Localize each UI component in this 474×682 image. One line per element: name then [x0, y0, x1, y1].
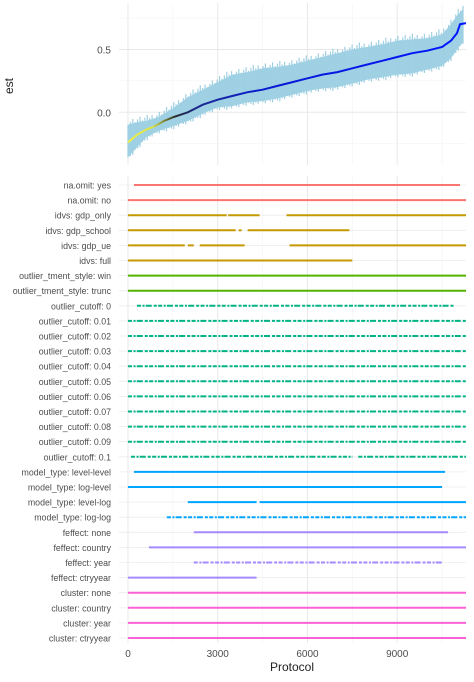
specification-row-label: outlier_cutoff: 0.05	[39, 377, 111, 387]
estimate-y-axis: 0.0 0.5	[97, 45, 111, 119]
specification-row-label: cluster: none	[61, 588, 111, 598]
specification-row-label: outlier_cutoff: 0.03	[39, 347, 111, 357]
specification-row-label: outlier_cutoff: 0.1	[44, 452, 111, 462]
estimate-y-axis-label: est	[2, 77, 16, 94]
specification-row-label: na.omit: yes	[64, 181, 112, 191]
specification-row-label: outlier_tment_style: win	[19, 271, 111, 281]
specification-row-label: idvs: full	[79, 256, 111, 266]
specification-row-label: feffect: none	[63, 528, 111, 538]
protocol-x-tick-label: 9000	[386, 649, 409, 660]
specification-row-label: feffect: year	[65, 558, 111, 568]
estimate-panel-marks	[127, 5, 467, 158]
specification-row-label: outlier_cutoff: 0.04	[39, 362, 111, 372]
estimate-panel: 0.0 0.5 est	[2, 3, 467, 165]
protocol-x-tick-label: 0	[125, 649, 131, 660]
specification-row-label: outlier_cutoff: 0.08	[39, 422, 111, 432]
specification-row-label: feffect: ctryyear	[51, 573, 111, 583]
specification-row-label: model_type: log-level	[28, 483, 111, 493]
specification-panel: na.omit: yes na.omit: no idvs: gdp_onlyidv…	[13, 176, 466, 674]
specification-row-label: outlier_cutoff: 0.06	[39, 392, 111, 402]
specification-row-label: outlier_cutoff: 0	[51, 301, 111, 311]
specification-row-label: outlier_cutoff: 0.01	[39, 316, 111, 326]
specification-row-label: na.omit: no	[67, 196, 111, 206]
protocol-x-axis-label: Protocol	[270, 660, 314, 674]
confidence-band	[128, 9, 463, 158]
estimate-y-tick-label: 0.5	[97, 45, 111, 56]
protocol-x-axis: 0 3000 6000 9000	[125, 649, 409, 660]
estimate-line	[127, 22, 467, 144]
specification-row-label: cluster: country	[51, 603, 111, 613]
specification-row-label: feffect: country	[53, 543, 111, 553]
specification-row-label: idvs: gdp_ue	[61, 241, 111, 251]
specification-row-label: model_type: level-level	[22, 467, 112, 477]
specification-row-label: cluster: year	[63, 618, 111, 628]
specification-row-label: model_type: log-log	[34, 513, 111, 523]
estimate-y-tick-label: 0.0	[97, 108, 111, 119]
specification-panel-marks	[127, 184, 466, 639]
specification-row-labels: na.omit: yes na.omit: no idvs: gdp_onlyidv…	[13, 181, 112, 644]
protocol-x-tick-label: 6000	[296, 649, 319, 660]
specification-row-label: idvs: gdp_only	[55, 211, 112, 221]
specification-row-label: outlier_cutoff: 0.09	[39, 437, 111, 447]
specification-row-label: outlier_cutoff: 0.02	[39, 332, 111, 342]
protocol-x-tick-label: 3000	[207, 649, 230, 660]
specification-row-label: cluster: ctryyear	[49, 634, 111, 644]
specification-row-label: outlier_cutoff: 0.07	[39, 407, 111, 417]
specification-row-label: model_type: level-log	[28, 498, 111, 508]
specification-row-label: idvs: gdp_school	[45, 226, 111, 236]
specification-row-label: outlier_tment_style: trunc	[13, 286, 112, 296]
